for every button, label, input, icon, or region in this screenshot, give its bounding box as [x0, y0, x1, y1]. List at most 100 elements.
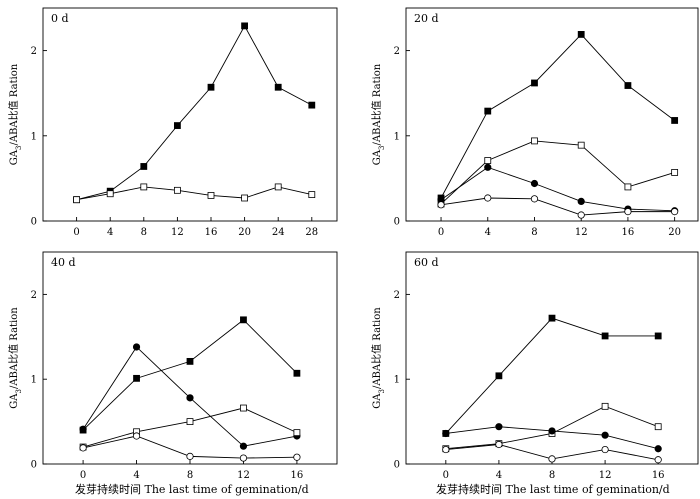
- data-point-filled-square: [186, 357, 194, 365]
- data-point-open-circle: [132, 432, 141, 440]
- data-point-filled-square: [207, 83, 215, 91]
- y-tick-label: 0: [394, 460, 400, 471]
- x-tick-label: 16: [652, 470, 665, 481]
- series-line-filled-square: [440, 33, 675, 199]
- y-tick-label: 2: [394, 46, 400, 57]
- x-tick-label: 4: [485, 227, 491, 238]
- x-tick-label: 12: [237, 470, 250, 481]
- y-axis-label: GA3/ABA比值 Ration: [370, 63, 386, 165]
- x-tick-label: 28: [305, 227, 318, 238]
- data-point-open-circle: [548, 455, 556, 463]
- data-point-filled-circle: [239, 442, 248, 450]
- series-line-filled-square: [76, 24, 313, 201]
- data-point-filled-square: [577, 31, 585, 38]
- data-point-filled-square: [531, 79, 538, 87]
- x-tick-label: 0: [443, 470, 449, 481]
- data-point-open-square: [577, 141, 585, 149]
- series-line-filled-square: [82, 319, 298, 431]
- series-line-filled-square: [445, 317, 659, 434]
- data-point-filled-circle: [442, 429, 450, 438]
- data-point-open-square: [186, 418, 194, 426]
- data-point-open-square: [654, 423, 662, 431]
- data-point-filled-square: [241, 22, 249, 30]
- y-tick-label: 0: [394, 217, 400, 228]
- data-point-open-circle: [442, 445, 450, 454]
- data-point-filled-circle: [601, 431, 609, 439]
- data-point-open-circle: [437, 201, 445, 209]
- data-point-open-square: [140, 183, 148, 191]
- data-point-filled-circle: [654, 445, 662, 453]
- y-tick-label: 2: [31, 290, 37, 301]
- data-point-filled-circle: [484, 163, 492, 171]
- panel-label: 0 d: [51, 12, 69, 25]
- data-point-open-square: [73, 196, 80, 204]
- data-point-open-circle: [79, 444, 87, 452]
- y-tick-label: 0: [31, 217, 37, 228]
- y-axis-label: GA3/ABA比值 Ration: [370, 307, 386, 409]
- x-tick-label: 8: [531, 227, 537, 238]
- data-point-filled-square: [601, 332, 609, 340]
- data-point-open-circle: [239, 454, 248, 462]
- data-point-filled-square: [308, 101, 316, 109]
- y-tick-label: 0: [31, 460, 37, 471]
- data-point-open-square: [308, 191, 316, 198]
- data-point-filled-square: [484, 107, 492, 115]
- x-axis-label-right: 发芽持续时间 The last time of gemination/d: [436, 483, 670, 496]
- y-tick-label: 1: [31, 375, 37, 386]
- data-point-open-square: [484, 157, 492, 164]
- data-point-open-circle: [530, 195, 539, 203]
- data-point-open-square: [624, 183, 632, 191]
- panel-label: 40 d: [51, 256, 76, 269]
- panel-label: 20 d: [414, 12, 439, 25]
- data-point-filled-square: [293, 369, 301, 377]
- x-tick-label: 16: [205, 227, 218, 238]
- data-point-filled-square: [274, 83, 282, 91]
- x-tick-label: 4: [496, 470, 502, 481]
- y-axis-label: GA3/ABA比值 Ration: [7, 63, 23, 165]
- data-point-filled-square: [173, 122, 181, 129]
- data-point-open-square: [671, 169, 679, 176]
- y-tick-label: 1: [31, 131, 37, 142]
- data-point-filled-square: [495, 372, 503, 380]
- x-tick-label: 0: [80, 470, 86, 481]
- data-point-open-square: [601, 402, 609, 410]
- data-point-open-square: [274, 183, 282, 191]
- x-tick-label: 12: [599, 470, 612, 481]
- x-tick-label: 20: [668, 227, 681, 238]
- x-tick-label: 16: [622, 227, 635, 238]
- data-point-filled-square: [548, 314, 556, 322]
- plot-frame: [42, 7, 338, 222]
- series-line-open-square: [76, 186, 312, 201]
- data-point-filled-square: [671, 117, 679, 124]
- data-point-filled-circle: [186, 394, 194, 402]
- data-point-open-circle: [654, 456, 662, 464]
- data-point-open-square: [207, 192, 215, 199]
- y-tick-label: 2: [394, 290, 400, 301]
- x-tick-label: 16: [291, 470, 304, 481]
- y-tick-label: 1: [394, 375, 400, 386]
- x-tick-label: 0: [73, 227, 79, 238]
- y-axis-label: GA3/ABA比值 Ration: [7, 307, 23, 409]
- data-point-filled-circle: [577, 197, 585, 206]
- x-axis-label-left: 发芽持续时间 The last time of gemination/d: [75, 483, 309, 496]
- data-point-open-circle: [577, 211, 585, 219]
- data-point-filled-square: [133, 374, 140, 382]
- data-point-open-circle: [186, 452, 194, 460]
- data-point-open-circle: [624, 208, 632, 216]
- data-point-filled-circle: [132, 343, 141, 351]
- y-tick-label: 1: [394, 131, 400, 142]
- x-tick-label: 20: [238, 227, 251, 238]
- x-tick-label: 24: [272, 227, 285, 238]
- data-point-filled-square: [240, 316, 247, 324]
- data-point-open-square: [293, 429, 301, 437]
- y-tick-label: 2: [31, 46, 37, 57]
- data-point-filled-square: [624, 82, 632, 89]
- data-point-open-circle: [671, 208, 679, 216]
- data-point-filled-square: [140, 163, 148, 170]
- panel-label: 60 d: [414, 256, 439, 269]
- x-tick-label: 0: [438, 227, 444, 238]
- x-tick-label: 4: [133, 470, 139, 481]
- x-tick-label: 8: [549, 470, 555, 481]
